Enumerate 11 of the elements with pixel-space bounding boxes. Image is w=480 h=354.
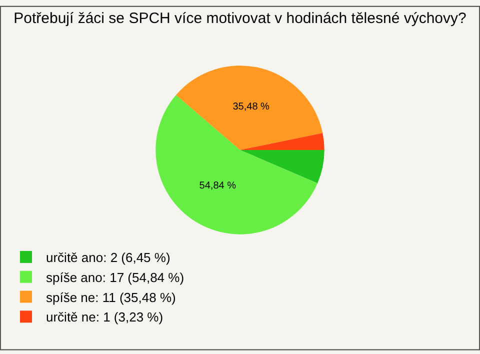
- pie-slice: [176, 66, 323, 150]
- chart-title: Potřebují žáci se SPCH více motivovat v hodinách tělesné výchovy?: [14, 10, 466, 27]
- legend-label: určitě ne: 1 (3,23 %): [46, 310, 164, 325]
- pie-slice: [156, 95, 318, 234]
- data-label: 54,84 %: [199, 180, 236, 192]
- data-label: 35,48 %: [232, 101, 270, 112]
- pie-slice: [240, 150, 324, 184]
- legend-label: spíše ne: 11 (35,48 %): [46, 290, 176, 305]
- legend-label: určitě ano: 2 (6,45 %): [46, 250, 170, 266]
- pie-slice: [240, 132, 324, 150]
- legend-label: spíše ano: 17 (54,84 %): [46, 270, 184, 285]
